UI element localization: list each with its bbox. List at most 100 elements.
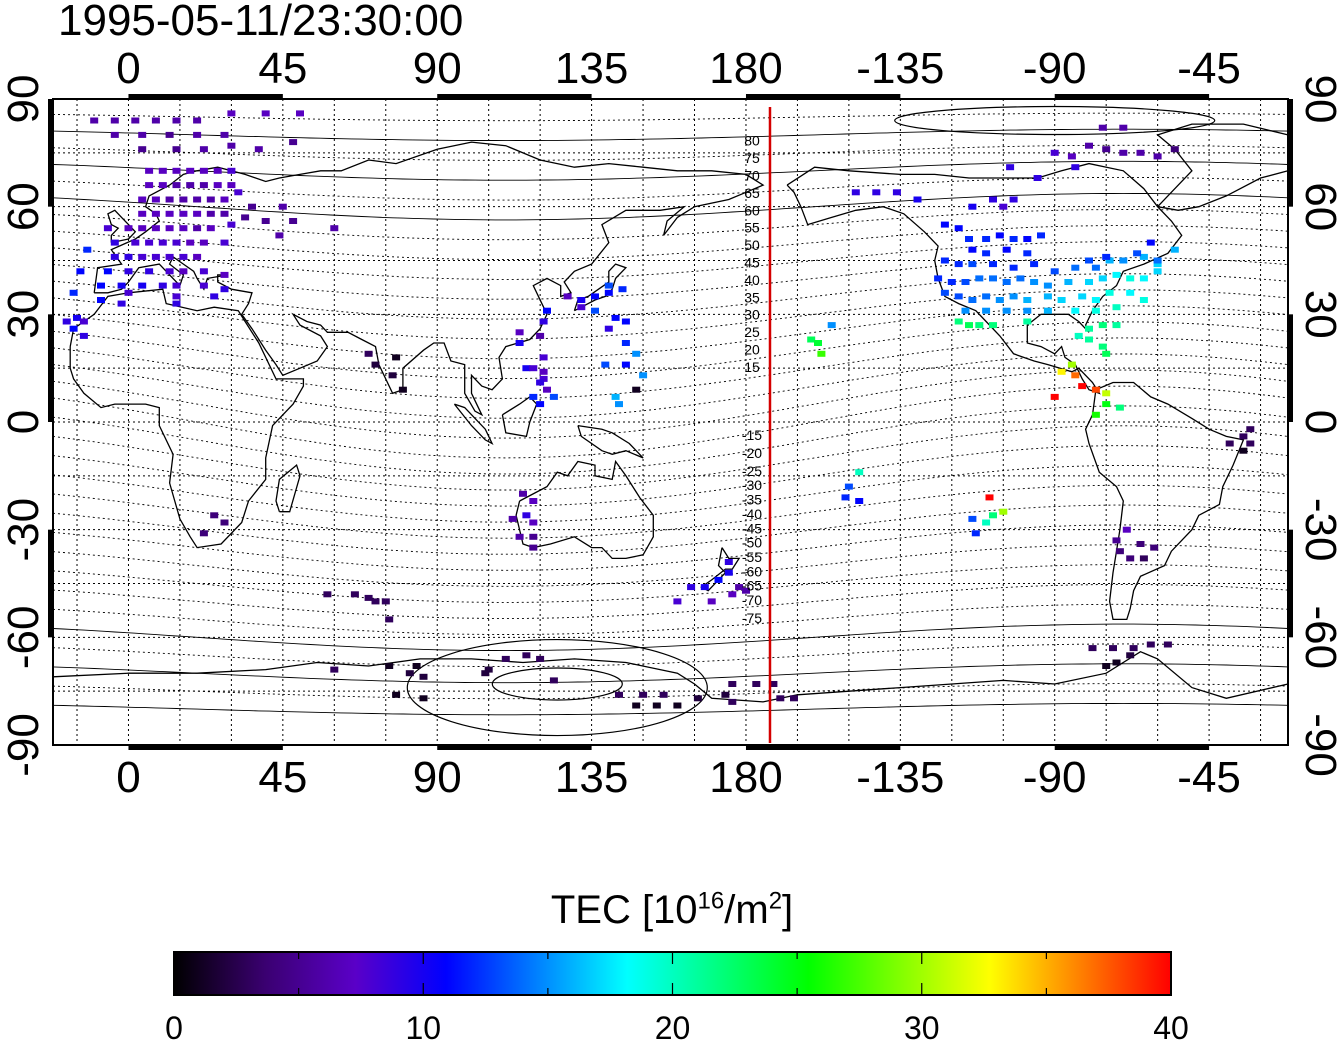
- tec-point: [639, 372, 648, 379]
- tec-point: [1170, 246, 1179, 253]
- tec-point: [110, 117, 119, 124]
- tec-point: [961, 307, 970, 314]
- tec-point: [790, 695, 798, 702]
- tec-point: [615, 691, 623, 698]
- tec-point: [982, 293, 991, 300]
- contour-line: [52, 464, 1289, 523]
- left-tick-label: -30: [0, 498, 48, 562]
- tec-points: [62, 110, 1255, 709]
- tec-point: [591, 293, 599, 300]
- tec-point: [371, 361, 380, 368]
- tec-point: [210, 512, 219, 519]
- tec-point: [1102, 146, 1111, 153]
- bottom-axis-stripe: [437, 745, 592, 750]
- tec-point: [872, 189, 881, 196]
- colorbar-tick-label: 20: [654, 1010, 691, 1046]
- tec-point: [227, 110, 236, 117]
- tec-point: [186, 239, 195, 246]
- colorbar-title-exponent-2: 2: [768, 887, 783, 915]
- tec-point: [103, 268, 112, 275]
- tec-point: [289, 218, 298, 224]
- tec-point: [940, 257, 949, 264]
- tec-point: [97, 297, 105, 303]
- tec-point: [158, 182, 167, 189]
- tec-point: [145, 167, 154, 174]
- tec-point: [69, 325, 78, 332]
- tec-point: [1153, 261, 1162, 268]
- tec-point: [1088, 645, 1097, 652]
- right-tick-label: 90: [1296, 75, 1344, 124]
- tec-point: [1139, 275, 1148, 282]
- tec-point: [693, 695, 702, 702]
- tec-point: [227, 221, 236, 228]
- tec-point: [158, 282, 167, 289]
- tec-point: [1023, 318, 1032, 325]
- left-tick-label: 0: [0, 410, 48, 434]
- tec-point: [193, 253, 202, 260]
- contour-line: [52, 484, 1289, 539]
- bottom-tick-label: 135: [555, 753, 628, 802]
- tec-point: [1136, 149, 1145, 156]
- tec-point: [742, 587, 750, 594]
- tec-point: [539, 368, 548, 375]
- contour-line: [52, 257, 1289, 300]
- bottom-tick-label: -45: [1177, 753, 1241, 802]
- tec-point: [1119, 124, 1128, 131]
- tec-point: [1126, 275, 1135, 282]
- tec-point: [1239, 433, 1248, 440]
- contour-label: 60: [744, 202, 760, 218]
- tec-point: [199, 146, 208, 153]
- contour-line: [52, 603, 1289, 635]
- tec-point: [1050, 268, 1059, 275]
- tec-point: [124, 225, 133, 232]
- tec-point: [1129, 645, 1138, 652]
- contour-line: [52, 583, 1289, 619]
- tec-point: [206, 196, 215, 203]
- tec-point: [529, 365, 538, 372]
- tec-point: [138, 131, 147, 138]
- top-axis-stripe: [128, 94, 283, 99]
- tec-point: [234, 189, 243, 196]
- tec-point: [508, 515, 517, 522]
- coastline-new-guinea: [577, 424, 644, 459]
- contour-label: 80: [744, 133, 760, 149]
- tec-point: [1225, 440, 1234, 447]
- contour-line: [52, 241, 1289, 280]
- tec-point: [707, 598, 716, 605]
- tec-point: [1098, 124, 1107, 131]
- tec-point: [381, 598, 390, 605]
- tec-point: [543, 307, 551, 314]
- tec-point: [388, 372, 397, 379]
- tec-point: [220, 196, 229, 203]
- tec-point: [968, 515, 977, 522]
- tec-point: [1085, 279, 1093, 285]
- tec-point: [1085, 325, 1093, 332]
- tec-point: [1133, 250, 1142, 257]
- tec-point: [213, 182, 222, 189]
- tec-point: [151, 210, 160, 217]
- tec-point: [968, 246, 977, 253]
- tec-point: [1098, 275, 1107, 282]
- right-tick-label: 60: [1296, 182, 1344, 231]
- contour-line: [52, 209, 1289, 241]
- tec-point: [1006, 164, 1015, 171]
- colorbar: [173, 951, 1172, 996]
- contour-line: [52, 144, 1289, 161]
- contour-line: [52, 702, 1289, 716]
- tec-point: [776, 695, 785, 702]
- tec-point: [398, 386, 407, 393]
- tec-point: [539, 354, 548, 361]
- tec-point: [227, 167, 236, 174]
- tec-point: [165, 131, 174, 138]
- tec-point: [1085, 257, 1093, 264]
- tec-point: [549, 677, 558, 684]
- coastline-madagascar: [275, 463, 301, 513]
- tec-point: [124, 289, 133, 296]
- tec-point: [714, 576, 723, 583]
- tec-point: [982, 307, 991, 314]
- tec-point: [1102, 390, 1111, 397]
- coastline-borneo: [501, 396, 538, 438]
- tec-point: [536, 379, 545, 386]
- tec-point: [522, 652, 531, 659]
